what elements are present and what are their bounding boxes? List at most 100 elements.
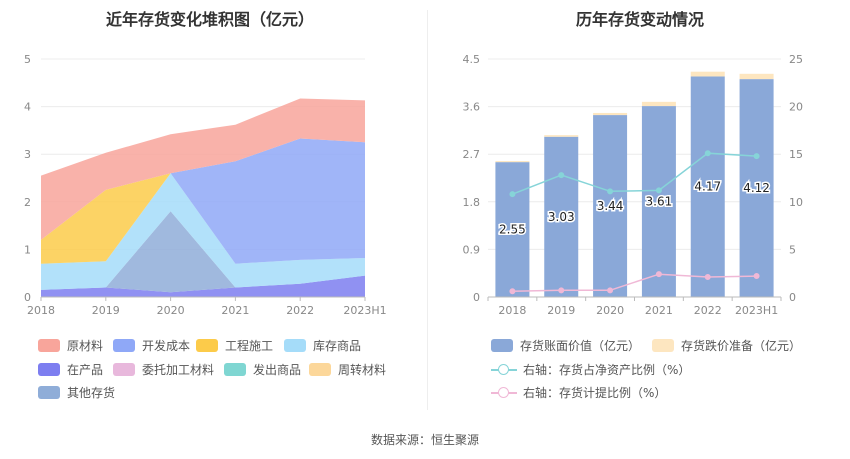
bar-impairment-reserve — [641, 101, 676, 107]
left-y-tick-label: 4 — [24, 101, 31, 114]
bar-book-value — [495, 162, 530, 297]
point-inventory-to-net-assets — [704, 150, 711, 157]
legend-label: 周转材料 — [338, 363, 387, 377]
area-series-原材料 — [41, 98, 365, 240]
bar-book-value — [739, 79, 774, 297]
point-provision-ratio — [509, 288, 516, 295]
legend-item-work-in-progress[interactable]: 在产品 — [38, 361, 103, 378]
legend-swatch — [224, 363, 246, 376]
legend-label: 库存商品 — [313, 339, 362, 353]
bar-data-label: 4.17 — [694, 180, 721, 194]
legend-label: 在产品 — [67, 363, 104, 377]
left-y-tick-label: 3 — [24, 148, 31, 161]
right-y2-tick-label: 25 — [789, 53, 803, 66]
legend-label: 发出商品 — [253, 363, 302, 377]
point-provision-ratio — [704, 274, 711, 281]
legend-item-impairment-reserve[interactable]: 存货跌价准备（亿元） — [652, 337, 801, 354]
legend-label: 原材料 — [67, 339, 104, 353]
bar-data-label: 3.03 — [548, 210, 575, 224]
right-chart-title: 历年存货变动情况 — [575, 10, 704, 29]
legend-label: 右轴：存货占净资产比例（%） — [523, 363, 691, 377]
bar-impairment-reserve — [495, 161, 530, 163]
right-y2-tick-label: 10 — [789, 196, 803, 209]
left-x-tick-label: 2022 — [286, 304, 314, 317]
left-x-tick-label: 2023H1 — [343, 304, 386, 317]
right-y2-tick-label: 5 — [789, 243, 796, 256]
legend-label: 开发成本 — [142, 339, 191, 353]
right-y2-tick-label: 0 — [789, 291, 796, 304]
right-x-tick-label: 2021 — [645, 304, 673, 317]
legend-swatch — [309, 363, 331, 376]
bar-book-value — [593, 115, 628, 297]
legend-label: 工程施工 — [225, 339, 274, 353]
legend-item-development-cost[interactable]: 开发成本 — [113, 337, 190, 354]
left-x-tick-label: 2020 — [157, 304, 185, 317]
bar-data-label: 3.61 — [646, 195, 673, 209]
point-inventory-to-net-assets — [558, 172, 565, 179]
data-source: 数据来源：恒生聚源 — [370, 433, 479, 447]
legend-swatch — [38, 363, 60, 376]
legend-item-other-inventory[interactable]: 其他存货 — [38, 384, 115, 401]
left-y-tick-label: 2 — [24, 196, 31, 209]
left-x-tick-label: 2019 — [92, 304, 120, 317]
area-series-开发成本 — [41, 138, 365, 264]
legend-swatch — [113, 339, 135, 352]
bar-data-label: 4.12 — [743, 181, 770, 195]
legend-swatch — [652, 339, 674, 352]
right-x-tick-label: 2018 — [498, 304, 526, 317]
point-provision-ratio — [655, 271, 662, 278]
left-x-tick-label: 2018 — [27, 304, 55, 317]
legend-item-turnover-materials[interactable]: 周转材料 — [309, 361, 386, 378]
right-x-tick-label: 2022 — [694, 304, 722, 317]
right-left-y-tick-label: 1.8 — [463, 196, 481, 209]
legend-label: 存货跌价准备（亿元） — [681, 339, 802, 353]
legend-swatch — [196, 339, 218, 352]
legend-label: 存货账面价值（亿元） — [520, 339, 641, 353]
legend-swatch — [284, 339, 306, 352]
bar-book-value — [690, 76, 725, 297]
area-series-在产品 — [41, 275, 365, 297]
point-provision-ratio — [753, 273, 760, 280]
right-left-y-tick-label: 3.6 — [463, 101, 481, 114]
right-x-tick-label: 2023H1 — [735, 304, 778, 317]
line-inventory-to-net-assets — [512, 152, 757, 195]
legend-item-finished-goods[interactable]: 库存商品 — [284, 337, 361, 354]
bar-book-value — [544, 136, 579, 297]
right-left-y-tick-label: 4.5 — [463, 53, 481, 66]
bar-book-value — [641, 106, 676, 298]
area-series-工程施工 — [41, 173, 365, 264]
legend-swatch — [38, 339, 60, 352]
right-x-tick-label: 2020 — [596, 304, 624, 317]
left-y-tick-label: 5 — [24, 53, 31, 66]
area-series-库存商品 — [41, 173, 365, 290]
legend-line-swatch — [491, 386, 517, 400]
legend-item-raw-materials[interactable]: 原材料 — [38, 337, 103, 354]
line-provision-ratio — [512, 273, 757, 293]
legend-item-goods-shipped[interactable]: 发出商品 — [224, 361, 301, 378]
legend-line-swatch — [491, 363, 517, 377]
legend-item-inventory-to-net-assets[interactable]: 右轴：存货占净资产比例（%） — [491, 361, 690, 378]
point-inventory-to-net-assets — [753, 153, 760, 160]
bar-impairment-reserve — [690, 71, 725, 77]
legend-swatch — [113, 363, 135, 376]
legend-item-provision-ratio[interactable]: 右轴：存货计提比例（%） — [491, 384, 666, 401]
right-left-y-tick-label: 0.9 — [463, 243, 481, 256]
panel-divider — [427, 10, 428, 410]
legend-label: 委托加工材料 — [142, 363, 215, 377]
area-series-其他存货 — [41, 211, 365, 293]
left-chart-title: 近年存货变化堆积图（亿元） — [105, 10, 314, 29]
point-inventory-to-net-assets — [607, 188, 614, 195]
legend-item-book-value[interactable]: 存货账面价值（亿元） — [491, 337, 640, 354]
legend-label: 右轴：存货计提比例（%） — [523, 386, 667, 400]
point-inventory-to-net-assets — [509, 191, 516, 198]
legend-item-construction[interactable]: 工程施工 — [196, 337, 273, 354]
right-y2-tick-label: 20 — [789, 101, 803, 114]
right-left-y-tick-label: 0 — [473, 291, 480, 304]
legend-swatch — [38, 386, 60, 399]
point-provision-ratio — [558, 287, 565, 294]
point-inventory-to-net-assets — [655, 187, 662, 194]
right-x-tick-label: 2019 — [547, 304, 575, 317]
legend-item-consigned-processing[interactable]: 委托加工材料 — [113, 361, 214, 378]
bar-impairment-reserve — [739, 73, 774, 80]
